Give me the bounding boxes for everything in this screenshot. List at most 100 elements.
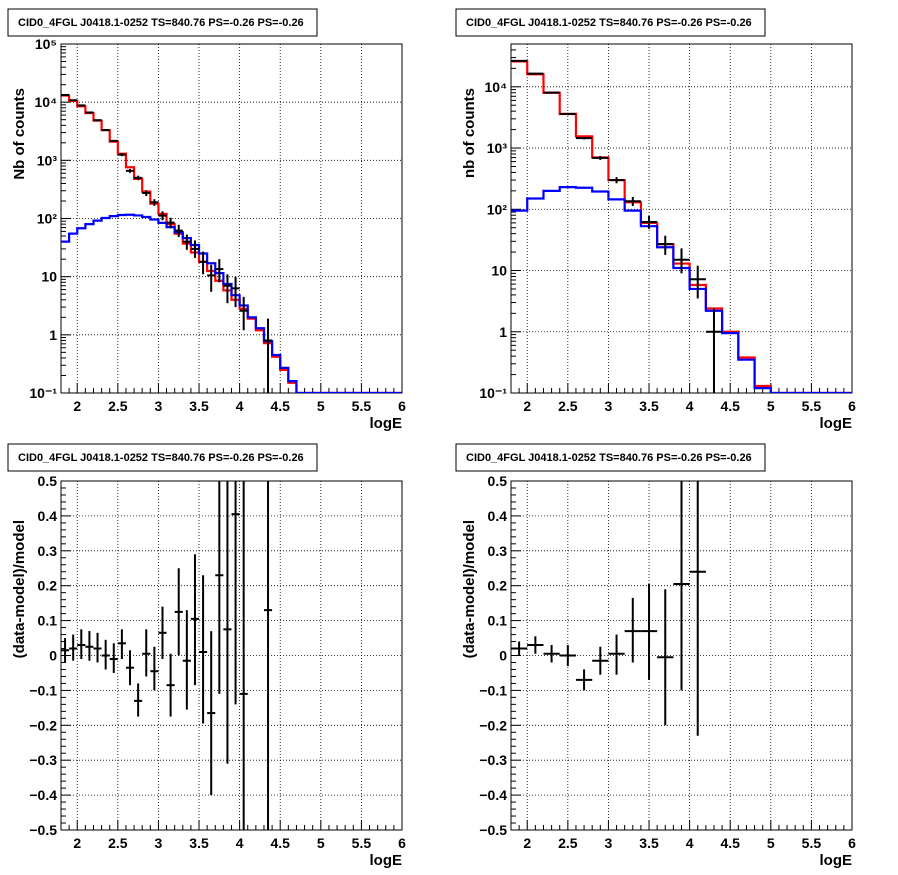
y-axis-label: (data-model)/model	[11, 520, 28, 658]
y-tick-label: 0.5	[488, 473, 508, 489]
total-model-histogram	[511, 60, 852, 393]
data-point	[93, 119, 102, 122]
data-point	[158, 211, 167, 221]
data-point	[182, 610, 191, 710]
grid	[511, 44, 852, 393]
data-point	[689, 481, 706, 736]
y-tick-label: −0.3	[29, 752, 57, 768]
data-point	[239, 296, 248, 331]
x-axis-label: logE	[820, 415, 853, 432]
data-point	[134, 683, 143, 717]
data-point	[705, 308, 723, 393]
chart-title: CID0_4FGL J0418.1-0252 TS=840.76 PS=-0.2…	[466, 17, 752, 29]
data-point	[608, 177, 625, 184]
x-tick-label: 4.5	[720, 835, 740, 851]
data-point	[657, 589, 674, 726]
y-axis-label: (data-model)/model	[461, 520, 478, 658]
data-point	[150, 646, 159, 691]
y-tick-label: 1	[49, 327, 57, 343]
data-point	[125, 650, 135, 686]
y-tick-label: 0	[499, 648, 507, 664]
x-tick-label: 5.5	[802, 398, 822, 414]
x-tick-label: 5	[317, 835, 325, 851]
data-point	[657, 235, 674, 255]
data-point	[673, 248, 690, 274]
data-point	[174, 224, 183, 238]
x-tick-label: 4	[686, 398, 694, 414]
y-tick-label: −0.1	[29, 682, 57, 698]
chart-panel: 2 2.5 3 3.5 4 4.5 5 5.5 6 10⁻¹ 1 10 10² 10³ 10⁴ 10⁵ logE…	[7, 8, 406, 432]
data-point	[640, 215, 658, 229]
data-point	[215, 259, 224, 283]
data-point	[215, 481, 224, 694]
data-point	[223, 274, 232, 304]
x-tick-label: 3.5	[639, 398, 659, 414]
data-point	[142, 629, 151, 677]
chart-title: CID0_4FGL J0418.1-0252 TS=840.76 PS=-0.2…	[18, 17, 304, 29]
data-point	[527, 72, 544, 75]
data-point	[77, 629, 86, 659]
data-point	[77, 104, 86, 107]
data-point	[199, 575, 208, 724]
x-tick-label: 3.5	[189, 398, 209, 414]
y-tick-label: 0.3	[38, 543, 58, 559]
x-tick-label: 5	[317, 398, 325, 414]
y-tick-label: −0.1	[479, 682, 507, 698]
x-tick-label: 5	[767, 835, 775, 851]
data-point	[511, 59, 528, 62]
y-tick-label: 0	[49, 648, 57, 664]
x-tick-label: 6	[848, 398, 856, 414]
data-point	[689, 265, 706, 299]
y-tick-label: 10⁻¹	[29, 385, 57, 401]
data-point	[142, 190, 151, 197]
chart-panel: 2 2.5 3 3.5 4 4.5 5 5.5 6 −0.5 −0.4 −0.3 −0.2 −0.1 0 0.…	[7, 443, 406, 869]
data-point	[190, 240, 200, 258]
title-box	[7, 8, 318, 37]
y-tick-label: 0.5	[38, 473, 58, 489]
data-point	[109, 643, 118, 673]
x-tick-label: 6	[398, 398, 406, 414]
data-point	[207, 264, 216, 292]
x-axis-label: logE	[370, 852, 403, 869]
data-point	[543, 91, 560, 94]
x-tick-label: 2.5	[558, 398, 578, 414]
y-tick-label: 10²	[487, 201, 508, 217]
x-tick-label: 3.5	[189, 835, 209, 851]
series-layer	[61, 93, 402, 393]
y-tick-label: 10³	[487, 140, 508, 156]
x-tick-label: 3	[605, 835, 613, 851]
data-point	[223, 481, 232, 764]
x-tick-label: 5.5	[352, 398, 372, 414]
x-tick-label: 2	[523, 398, 531, 414]
data-point	[239, 481, 248, 830]
y-tick-label: 0.4	[38, 508, 58, 524]
x-tick-label: 4	[236, 398, 244, 414]
y-tick-label: 10	[491, 263, 507, 279]
data-point	[101, 639, 110, 670]
data-point	[85, 631, 94, 661]
y-axis-label: nb of counts	[461, 88, 478, 178]
data-point	[174, 568, 183, 656]
y-tick-label: 0.1	[488, 613, 508, 629]
title-box	[455, 8, 766, 37]
x-tick-label: 5.5	[352, 835, 372, 851]
x-tick-label: 4	[686, 835, 694, 851]
y-tick-label: 0.2	[38, 578, 58, 594]
data-point	[592, 646, 609, 675]
data-point	[61, 638, 70, 663]
x-tick-label: 4.5	[270, 398, 290, 414]
x-tick-label: 6	[398, 835, 406, 851]
data-point	[263, 481, 273, 830]
data-point	[559, 112, 576, 115]
x-tick-label: 3	[155, 398, 163, 414]
data-point	[575, 136, 593, 140]
chart-panel: 2 2.5 3 3.5 4 4.5 5 5.5 6 −0.5 −0.4 −0.3 −0.2 −0.1 0 0.…	[455, 443, 856, 869]
y-tick-label: −0.5	[479, 822, 507, 838]
y-tick-label: 1	[499, 324, 507, 340]
grid	[61, 481, 402, 830]
plot-frame	[510, 43, 853, 394]
y-axis-label: Nb of counts	[11, 88, 28, 180]
title-box	[7, 443, 318, 472]
data-point	[231, 276, 240, 308]
data-point	[592, 156, 609, 160]
